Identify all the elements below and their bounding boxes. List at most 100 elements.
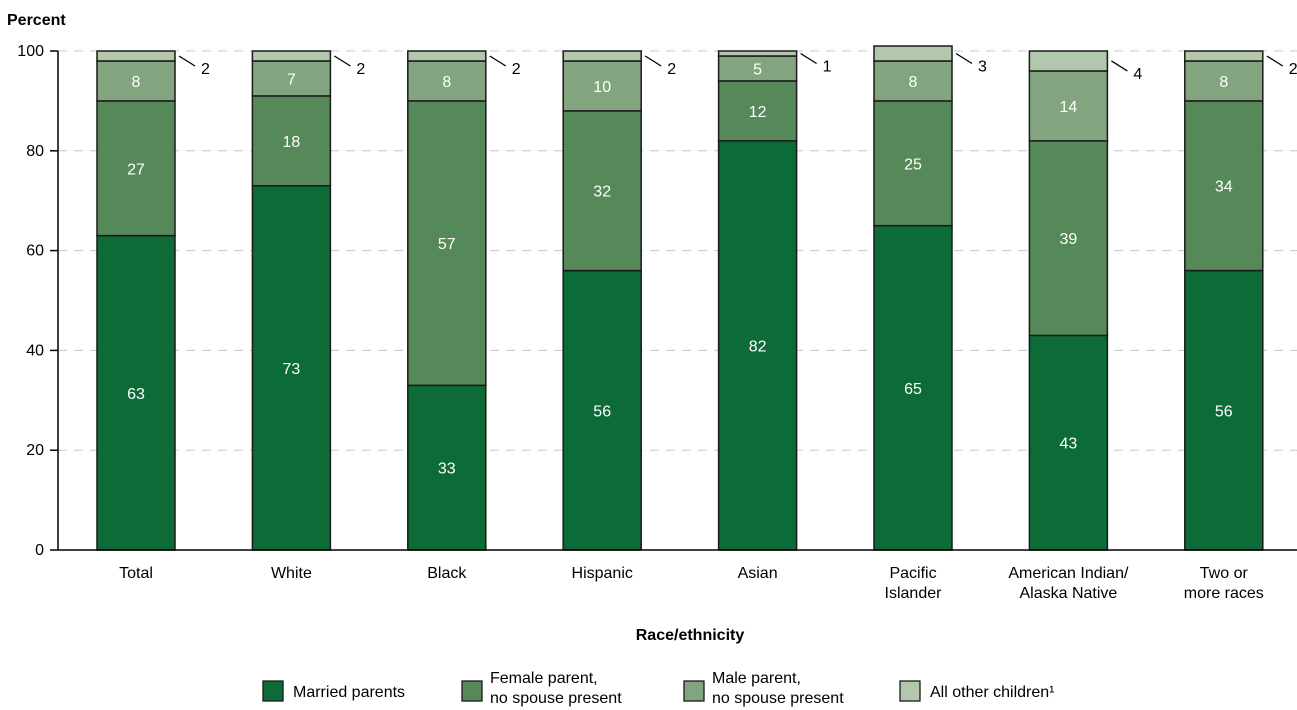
data-label: 1 (823, 58, 832, 75)
x-tick-label: Alaska Native (1019, 585, 1117, 602)
bar-segment (251, 60, 332, 97)
x-tick-label: Asian (738, 565, 778, 582)
data-label: 57 (438, 236, 456, 253)
bar-segment (562, 110, 642, 272)
bar-segment (1028, 50, 1109, 72)
bar-segment (1184, 269, 1264, 551)
data-label: 12 (749, 104, 767, 121)
y-tick-label: 80 (26, 143, 44, 160)
bar-segment (1028, 140, 1109, 337)
bar-segment (562, 60, 642, 112)
data-label: 82 (749, 338, 767, 355)
x-tick-label: Total (119, 565, 153, 582)
callout-line (800, 52, 817, 65)
bar-segment (1184, 60, 1264, 102)
y-axis-title: Percent (7, 12, 66, 29)
legend-label: All other children¹ (930, 684, 1055, 701)
x-tick-label: more races (1184, 585, 1264, 602)
legend-label: no spouse present (490, 690, 622, 707)
data-label: 32 (593, 184, 611, 201)
legend-swatch (683, 680, 705, 702)
callout-line (1111, 60, 1128, 72)
data-label: 3 (978, 58, 987, 75)
x-tick-label: Pacific (889, 565, 936, 582)
data-label: 7 (287, 71, 296, 88)
bar-segment (96, 50, 176, 62)
data-label: 73 (283, 361, 301, 378)
data-label: 27 (127, 161, 145, 178)
data-label: 56 (593, 403, 611, 420)
data-label: 8 (132, 74, 141, 91)
x-tick-label: Hispanic (572, 565, 633, 582)
data-label: 33 (438, 461, 456, 478)
bar-segment (407, 100, 487, 387)
x-tick-label: White (271, 565, 312, 582)
bar-segment (251, 50, 332, 62)
y-tick-label: 100 (17, 43, 44, 60)
data-label: 43 (1060, 436, 1078, 453)
data-label: 2 (512, 61, 521, 78)
data-label: 25 (904, 156, 922, 173)
data-label: 39 (1060, 231, 1078, 248)
legend: Married parents Female parent, no spouse p… (262, 670, 1055, 707)
gridlines (58, 50, 1297, 451)
bar-segment (873, 100, 953, 227)
bar-segment (717, 50, 798, 57)
bar-segment (1184, 50, 1264, 62)
bar-segment (873, 224, 953, 551)
bar-segment (717, 55, 798, 82)
bar-segment (96, 100, 176, 237)
callout-line (334, 55, 351, 67)
legend-swatch (262, 680, 284, 702)
callout-line (955, 52, 973, 65)
data-label: 2 (201, 61, 210, 78)
bar-segment (407, 384, 487, 551)
legend-swatch (461, 680, 483, 702)
data-label: 4 (1133, 66, 1142, 83)
bar-segment (251, 184, 332, 551)
callout-line (178, 55, 196, 67)
y-tick-label: 20 (26, 442, 44, 459)
axes: 0 20 40 60 80 100 Total White Black Hispanic Asian… (17, 43, 1297, 602)
bar-segment (1184, 100, 1264, 272)
data-label: 2 (1289, 61, 1297, 78)
legend-label: no spouse present (712, 690, 844, 707)
data-label: 2 (667, 61, 676, 78)
data-label: 8 (909, 74, 918, 91)
x-tick-label: American Indian/ (1008, 565, 1129, 582)
bar-segment (717, 140, 798, 551)
bar-segment (407, 50, 487, 62)
data-label: 14 (1060, 99, 1078, 116)
data-label: 10 (593, 79, 611, 96)
legend-label: Female parent, (490, 670, 598, 687)
data-label: 2 (356, 61, 365, 78)
x-tick-label: Two or (1200, 565, 1249, 582)
y-tick-label: 0 (35, 542, 44, 559)
data-label: 56 (1215, 403, 1233, 420)
x-tick-label: Islander (885, 585, 943, 602)
callout-line (489, 55, 507, 67)
data-label: 65 (904, 381, 922, 398)
bar-segment (96, 60, 176, 102)
data-label: 8 (442, 74, 451, 91)
callout-line (1266, 55, 1284, 67)
x-axis-title: Race/ethnicity (636, 627, 745, 644)
bar-segment (1028, 70, 1109, 142)
data-label: 34 (1215, 179, 1233, 196)
data-label: 8 (1219, 74, 1228, 91)
data-label: 5 (753, 61, 762, 78)
data-label: 63 (127, 386, 145, 403)
y-tick-label: 60 (26, 243, 44, 260)
y-tick-label: 40 (26, 342, 44, 359)
bar-segment (873, 45, 953, 62)
legend-label: Male parent, (712, 670, 801, 687)
legend-swatch (899, 680, 921, 702)
bar-segment (407, 60, 487, 102)
callout-line (644, 55, 662, 67)
bar-segment (717, 80, 798, 142)
bar-segment (96, 234, 176, 551)
data-label: 18 (283, 134, 301, 151)
x-tick-label: Black (427, 565, 467, 582)
